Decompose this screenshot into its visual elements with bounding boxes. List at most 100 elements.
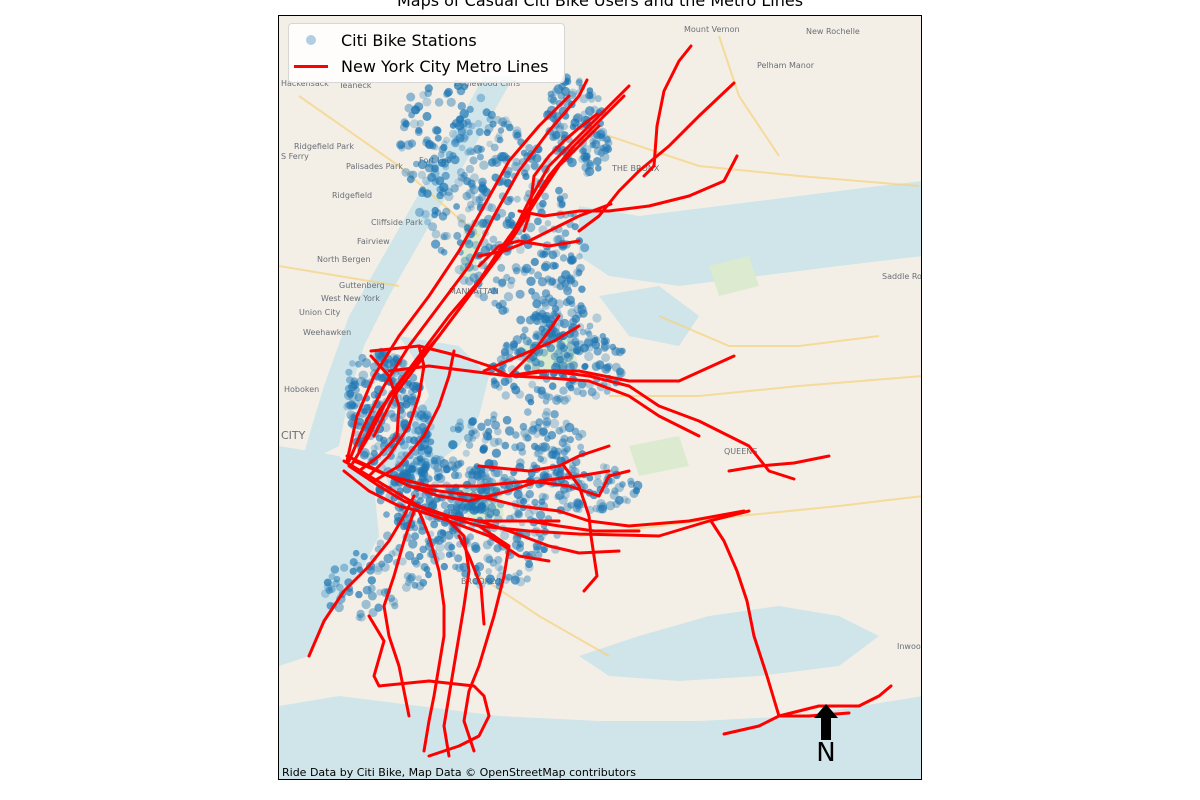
- station-point: [406, 175, 415, 184]
- station-point: [469, 435, 477, 442]
- station-point: [564, 422, 575, 433]
- station-point: [401, 168, 411, 177]
- station-point: [469, 185, 479, 195]
- metro-line: [577, 81, 736, 233]
- station-point: [424, 163, 434, 173]
- metro-line: [522, 112, 599, 233]
- station-point: [534, 448, 544, 458]
- station-point: [411, 381, 421, 390]
- station-point: [462, 191, 472, 201]
- map-frame[interactable]: Mount Vernon New Rochelle Pelham Manor H…: [278, 15, 922, 780]
- label-union-city: Union City: [299, 308, 341, 317]
- metro-line: [477, 444, 611, 473]
- station-point: [448, 440, 458, 450]
- station-point: [474, 119, 483, 128]
- station-point: [528, 267, 535, 275]
- station-point: [417, 159, 428, 170]
- station-point: [532, 333, 540, 340]
- station-point: [556, 340, 566, 350]
- station-point: [511, 161, 521, 172]
- station-point: [464, 433, 473, 443]
- map-title: Maps of Casual Citi Bike Users and the M…: [396, 0, 804, 10]
- station-point: [546, 315, 555, 324]
- station-point: [503, 273, 511, 282]
- station-point: [484, 418, 492, 427]
- station-point: [513, 489, 523, 499]
- station-point: [500, 530, 510, 541]
- station-point: [492, 508, 501, 517]
- station-point: [616, 367, 624, 376]
- station-point: [415, 492, 424, 500]
- station-point: [584, 336, 594, 347]
- station-point: [422, 111, 432, 121]
- station-point: [560, 344, 568, 353]
- station-point: [575, 311, 583, 319]
- station-point: [466, 129, 473, 136]
- station-point: [531, 442, 539, 451]
- station-point: [465, 441, 474, 449]
- station-point: [462, 449, 470, 457]
- label-teaneck: Teaneck: [338, 81, 372, 90]
- station-point: [373, 565, 383, 575]
- station-point: [433, 463, 443, 473]
- station-point: [416, 410, 427, 420]
- station-point: [362, 585, 372, 595]
- station-point: [436, 185, 445, 194]
- station-point: [530, 461, 538, 469]
- station-point: [494, 134, 503, 143]
- station-point: [619, 481, 626, 488]
- station-point: [481, 474, 492, 485]
- station-point: [591, 340, 601, 350]
- station-point: [334, 602, 344, 613]
- station-point: [556, 342, 565, 351]
- station-point: [396, 140, 406, 150]
- station-point: [501, 116, 510, 125]
- station-point: [487, 203, 497, 213]
- station-point: [510, 382, 518, 391]
- station-point: [556, 355, 564, 364]
- label-inwood: Inwood: [897, 642, 922, 651]
- station-point: [575, 433, 583, 441]
- station-point: [435, 542, 445, 553]
- station-point: [549, 418, 560, 429]
- station-point: [408, 465, 417, 473]
- station-point: [520, 497, 528, 506]
- station-point: [405, 436, 413, 444]
- station-point: [486, 140, 494, 148]
- station-point: [345, 368, 353, 376]
- station-point: [417, 458, 426, 467]
- metro-line: [352, 459, 631, 498]
- station-point: [620, 495, 629, 504]
- station-point: [538, 498, 546, 506]
- station-point: [430, 520, 439, 529]
- metro-line: [357, 354, 401, 473]
- station-point: [569, 123, 577, 131]
- station-point: [593, 478, 603, 488]
- station-point: [361, 358, 372, 368]
- station-point: [496, 136, 504, 144]
- station-point: [582, 152, 591, 161]
- station-point: [516, 569, 523, 576]
- station-point: [474, 290, 483, 298]
- station-point: [516, 442, 526, 452]
- station-point: [524, 408, 532, 416]
- station-point: [494, 556, 503, 565]
- north-arrow: N: [808, 702, 844, 772]
- station-point: [557, 122, 565, 130]
- station-point: [584, 166, 595, 177]
- station-point: [515, 577, 526, 587]
- station-point: [543, 407, 551, 416]
- map-canvas[interactable]: Mount Vernon New Rochelle Pelham Manor H…: [279, 16, 922, 780]
- station-point: [523, 575, 531, 583]
- station-point: [323, 578, 332, 587]
- station-point: [348, 401, 357, 409]
- station-point: [513, 195, 521, 203]
- station-point: [549, 261, 558, 270]
- station-point: [403, 140, 414, 150]
- station-point: [397, 141, 405, 149]
- station-point: [557, 466, 564, 474]
- station-point: [558, 201, 566, 208]
- station-point: [510, 513, 518, 521]
- station-point: [558, 342, 566, 350]
- station-point: [346, 389, 355, 398]
